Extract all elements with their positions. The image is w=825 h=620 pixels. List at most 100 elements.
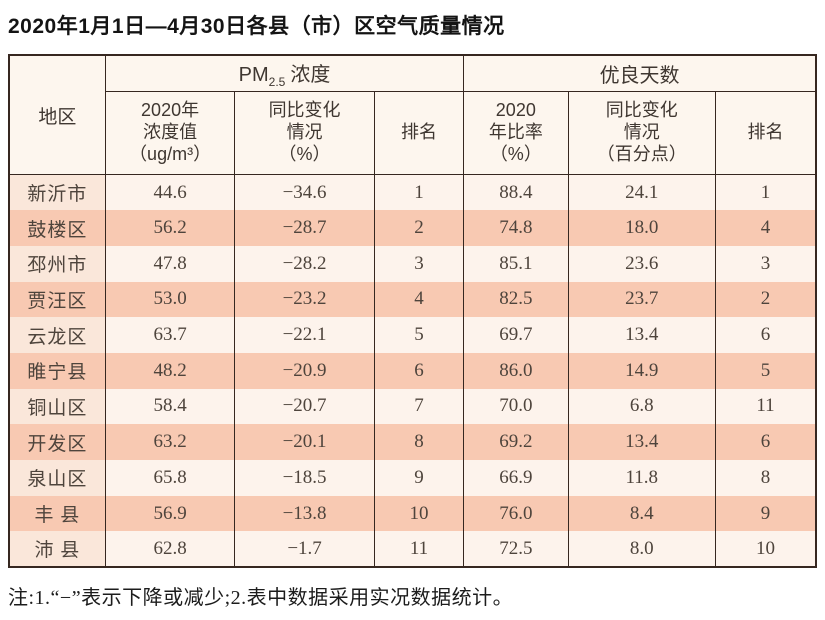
cell-pm25-change: −34.6 bbox=[234, 174, 375, 211]
table-row: 泉山区 65.8 −18.5 9 66.9 11.8 8 bbox=[8, 460, 817, 496]
cell-days-rank: 10 bbox=[715, 531, 817, 568]
cell-pm25-value: 63.7 bbox=[104, 317, 236, 353]
cell-pm25-value: 56.2 bbox=[104, 210, 236, 246]
cell-pm25-change: −23.2 bbox=[234, 281, 375, 318]
cell-days-ratio: 86.0 bbox=[463, 352, 569, 389]
column-header-days-change: 同比变化 情况 （百分点） bbox=[567, 91, 717, 175]
column-header-region: 地区 bbox=[8, 54, 106, 175]
header-line: 同比变化 bbox=[268, 100, 341, 121]
cell-days-ratio: 88.4 bbox=[463, 174, 569, 211]
cell-pm25-rank: 11 bbox=[373, 531, 465, 568]
table-row: 睢宁县 48.2 −20.9 6 86.0 14.9 5 bbox=[8, 352, 817, 389]
table-row: 云龙区 63.7 −22.1 5 69.7 13.4 6 bbox=[8, 317, 817, 353]
cell-days-change: 13.4 bbox=[567, 317, 717, 353]
column-header-days-ratio: 2020 年比率 （%） bbox=[463, 91, 569, 175]
cell-pm25-change: −22.1 bbox=[234, 317, 375, 353]
cell-pm25-value: 58.4 bbox=[104, 388, 236, 425]
cell-pm25-value: 62.8 bbox=[104, 531, 236, 568]
pm25-label-prefix: PM bbox=[238, 64, 269, 86]
cell-days-rank: 2 bbox=[715, 281, 817, 318]
cell-region: 开发区 bbox=[8, 424, 106, 460]
header-line: （百分点） bbox=[596, 143, 687, 164]
table-body: 新沂市 44.6 −34.6 1 88.4 24.1 1 鼓楼区 56.2 −2… bbox=[8, 174, 817, 568]
cell-region: 云龙区 bbox=[8, 317, 106, 353]
cell-pm25-value: 48.2 bbox=[104, 352, 236, 389]
cell-pm25-rank: 4 bbox=[373, 281, 465, 318]
cell-region: 泉山区 bbox=[8, 460, 106, 496]
column-header-days-rank: 排名 bbox=[715, 91, 817, 175]
cell-days-rank: 4 bbox=[715, 210, 817, 246]
cell-pm25-change: −18.5 bbox=[234, 460, 375, 496]
cell-days-ratio: 85.1 bbox=[463, 245, 569, 282]
cell-region: 鼓楼区 bbox=[8, 210, 106, 246]
cell-days-change: 11.8 bbox=[567, 460, 717, 496]
cell-pm25-rank: 2 bbox=[373, 210, 465, 246]
cell-pm25-value: 63.2 bbox=[104, 424, 236, 460]
cell-pm25-rank: 5 bbox=[373, 317, 465, 353]
column-header-pm25-value: 2020年 浓度值 （ug/m³） bbox=[104, 91, 236, 175]
column-header-pm25-change: 同比变化 情况 （%） bbox=[234, 91, 375, 175]
cell-pm25-value: 44.6 bbox=[104, 174, 236, 211]
table-row: 开发区 63.2 −20.1 8 69.2 13.4 6 bbox=[8, 424, 817, 460]
column-group-pm25: PM2.5 浓度 bbox=[104, 54, 465, 92]
cell-days-rank: 5 bbox=[715, 352, 817, 389]
cell-region: 睢宁县 bbox=[8, 352, 106, 389]
air-quality-table: 地区 PM2.5 浓度 优良天数 2020年 浓度值 （ug/m³） 同比变化 情… bbox=[8, 54, 817, 569]
table-row: 鼓楼区 56.2 −28.7 2 74.8 18.0 4 bbox=[8, 210, 817, 246]
cell-days-ratio: 69.2 bbox=[463, 424, 569, 460]
header-line: 2020 bbox=[495, 100, 536, 121]
cell-days-change: 8.4 bbox=[567, 495, 717, 532]
header-line: （ug/m³） bbox=[129, 143, 212, 164]
cell-region: 邳州市 bbox=[8, 245, 106, 282]
cell-pm25-rank: 10 bbox=[373, 495, 465, 532]
cell-pm25-value: 53.0 bbox=[104, 281, 236, 318]
cell-region: 铜山区 bbox=[8, 388, 106, 425]
header-line: 情况 bbox=[623, 122, 660, 143]
table-row: 丰 县 56.9 −13.8 10 76.0 8.4 9 bbox=[8, 495, 817, 532]
header-line: （%） bbox=[278, 143, 331, 164]
column-header-pm25-rank: 排名 bbox=[373, 91, 465, 175]
cell-pm25-change: −28.2 bbox=[234, 245, 375, 282]
pm25-label-subscript: 2.5 bbox=[268, 75, 286, 89]
cell-pm25-rank: 8 bbox=[373, 424, 465, 460]
header-line: 情况 bbox=[286, 122, 323, 143]
cell-pm25-value: 65.8 bbox=[104, 460, 236, 496]
cell-days-change: 24.1 bbox=[567, 174, 717, 211]
cell-days-ratio: 66.9 bbox=[463, 460, 569, 496]
cell-pm25-rank: 7 bbox=[373, 388, 465, 425]
table-row: 铜山区 58.4 −20.7 7 70.0 6.8 11 bbox=[8, 388, 817, 425]
cell-pm25-change: −20.9 bbox=[234, 352, 375, 389]
header-line: 同比变化 bbox=[605, 100, 678, 121]
header-line: （%） bbox=[489, 143, 542, 164]
cell-region: 贾汪区 bbox=[8, 281, 106, 318]
column-group-good-days: 优良天数 bbox=[463, 54, 817, 92]
cell-days-rank: 8 bbox=[715, 460, 817, 496]
cell-pm25-rank: 9 bbox=[373, 460, 465, 496]
table-row: 邳州市 47.8 −28.2 3 85.1 23.6 3 bbox=[8, 245, 817, 282]
cell-days-change: 8.0 bbox=[567, 531, 717, 568]
cell-days-ratio: 70.0 bbox=[463, 388, 569, 425]
cell-days-change: 6.8 bbox=[567, 388, 717, 425]
cell-days-ratio: 74.8 bbox=[463, 210, 569, 246]
cell-days-rank: 11 bbox=[715, 388, 817, 425]
cell-days-ratio: 82.5 bbox=[463, 281, 569, 318]
cell-region: 新沂市 bbox=[8, 174, 106, 211]
table-row: 沛 县 62.8 −1.7 11 72.5 8.0 10 bbox=[8, 531, 817, 568]
table-row: 新沂市 44.6 −34.6 1 88.4 24.1 1 bbox=[8, 174, 817, 211]
cell-days-ratio: 69.7 bbox=[463, 317, 569, 353]
cell-region: 丰 县 bbox=[8, 495, 106, 532]
cell-days-rank: 3 bbox=[715, 245, 817, 282]
cell-pm25-rank: 3 bbox=[373, 245, 465, 282]
table-row: 贾汪区 53.0 −23.2 4 82.5 23.7 2 bbox=[8, 281, 817, 318]
cell-days-change: 13.4 bbox=[567, 424, 717, 460]
cell-pm25-change: −28.7 bbox=[234, 210, 375, 246]
cell-pm25-change: −13.8 bbox=[234, 495, 375, 532]
cell-pm25-change: −20.7 bbox=[234, 388, 375, 425]
cell-days-change: 18.0 bbox=[567, 210, 717, 246]
cell-days-rank: 6 bbox=[715, 317, 817, 353]
cell-days-rank: 1 bbox=[715, 174, 817, 211]
table-header: 地区 PM2.5 浓度 优良天数 2020年 浓度值 （ug/m³） 同比变化 情… bbox=[8, 54, 817, 175]
cell-pm25-rank: 6 bbox=[373, 352, 465, 389]
page-title: 2020年1月1日—4月30日各县（市）区空气质量情况 bbox=[8, 15, 505, 38]
